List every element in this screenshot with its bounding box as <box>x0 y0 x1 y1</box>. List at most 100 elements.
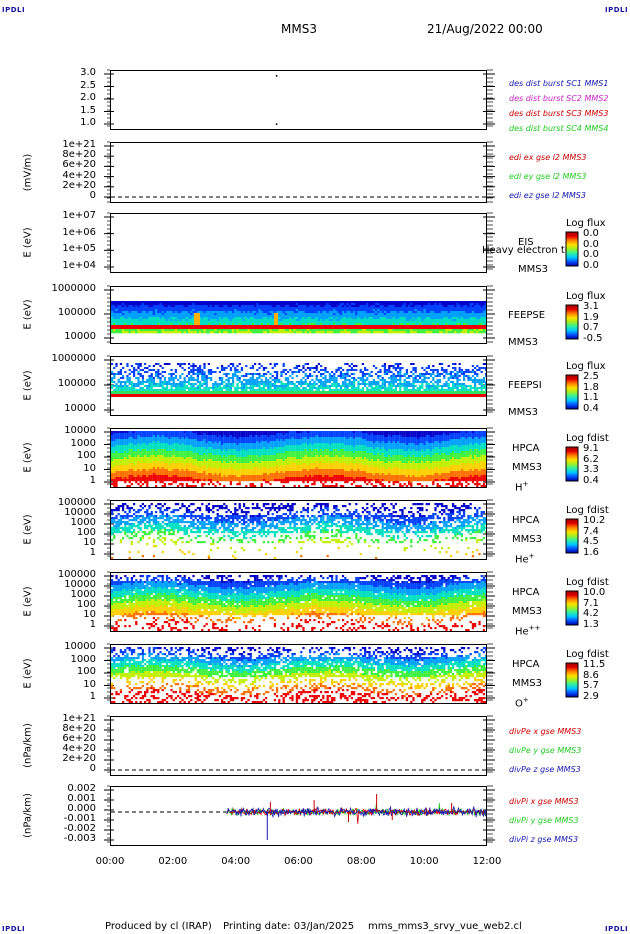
heat-cell <box>392 321 396 324</box>
heat-cell <box>348 331 352 334</box>
heat-cell <box>320 369 323 371</box>
heat-cell <box>243 303 246 306</box>
heat-cell <box>190 317 193 320</box>
heat-cell <box>117 445 120 448</box>
heat-cell <box>408 375 411 377</box>
heat-cell <box>273 377 276 379</box>
heat-cell <box>410 309 413 312</box>
heat-cell <box>463 311 466 314</box>
heat-cell <box>188 367 191 369</box>
heat-cell <box>335 383 338 385</box>
heat-cell <box>278 317 281 320</box>
heat-cell <box>251 315 255 318</box>
heat-cell <box>141 321 145 324</box>
heat-cell <box>335 305 338 308</box>
heat-cell <box>419 323 422 326</box>
heat-cell <box>467 309 470 312</box>
heat-cell <box>300 319 303 322</box>
heat-cell <box>317 323 321 326</box>
heat-cell <box>130 473 133 476</box>
heat-cell <box>194 309 198 312</box>
heat-cell <box>368 383 371 385</box>
heat-cell <box>390 385 393 387</box>
heat-cell <box>476 305 479 308</box>
heat-cell <box>425 307 429 310</box>
heat-cell <box>141 331 145 334</box>
heat-cell <box>295 315 299 318</box>
heat-cell <box>471 387 474 389</box>
heat-cell <box>364 309 367 312</box>
heat-cell <box>256 321 259 324</box>
heat-cell <box>115 365 118 367</box>
heat-cell <box>421 315 424 318</box>
heat-cell <box>326 387 329 389</box>
heat-cell <box>403 381 406 383</box>
heat-cell <box>474 315 477 318</box>
heat-cell <box>478 369 481 371</box>
heat-cell <box>205 329 209 332</box>
heat-cell <box>115 483 118 486</box>
heat-cell <box>183 363 186 365</box>
heat-cell <box>392 329 396 332</box>
panel-5-ylabel: E (eV) <box>22 442 34 473</box>
heat-cell <box>144 321 147 324</box>
heat-cell <box>293 305 297 308</box>
heat-cell <box>401 305 404 308</box>
heat-cell <box>469 323 473 326</box>
heat-cell <box>342 313 345 316</box>
heat-cell <box>122 317 125 320</box>
heat-cell <box>322 369 325 371</box>
heat-cell <box>150 329 154 332</box>
heat-cell <box>397 375 400 377</box>
heat-cell <box>256 319 259 322</box>
heat-cell <box>284 329 288 332</box>
heat-cell <box>353 313 356 316</box>
heat-cell <box>412 313 415 316</box>
heat-cell <box>163 303 167 306</box>
heat-cell <box>361 309 365 312</box>
heat-cell <box>403 375 406 377</box>
heat-cell <box>254 309 257 312</box>
heat-cell <box>344 383 347 385</box>
heat-cell <box>258 311 261 314</box>
heat-cell <box>425 331 429 334</box>
heat-cell <box>196 377 199 379</box>
heat-cell <box>388 383 391 385</box>
heat-cell <box>309 381 312 383</box>
heat-cell <box>113 453 116 456</box>
heat-cell <box>276 379 279 381</box>
heat-cell <box>355 365 358 367</box>
heat-cell <box>421 383 424 385</box>
heat-cell <box>113 449 116 452</box>
heat-cell <box>414 319 418 322</box>
heat-cell <box>196 381 199 383</box>
heat-cell <box>225 383 228 385</box>
heat-cell <box>115 313 118 316</box>
heat-cell <box>218 307 222 310</box>
heat-cell <box>111 373 114 375</box>
heat-cell <box>386 305 389 308</box>
heat-cell <box>133 387 136 389</box>
heat-cell <box>427 313 431 316</box>
heat-cell <box>276 373 279 375</box>
heat-cell <box>476 323 479 326</box>
heat-cell <box>150 315 154 318</box>
heat-cell <box>377 313 380 316</box>
heat-cell <box>207 319 211 322</box>
heat-cell <box>478 317 481 320</box>
heat-cell <box>137 383 140 385</box>
heat-cell <box>304 307 308 310</box>
heat-cell <box>113 323 116 326</box>
heat-cell <box>432 305 435 308</box>
heat-cell <box>357 323 360 326</box>
heat-cell <box>236 385 239 387</box>
heat-cell <box>128 319 132 322</box>
heat-cell <box>370 319 374 322</box>
heat-cell <box>306 317 310 320</box>
heat-cell <box>278 329 281 332</box>
heat-cell <box>485 383 486 385</box>
heat-cell <box>278 303 281 306</box>
heat-cell <box>229 377 232 379</box>
heat-cell <box>324 369 327 371</box>
heat-cell <box>410 321 413 324</box>
